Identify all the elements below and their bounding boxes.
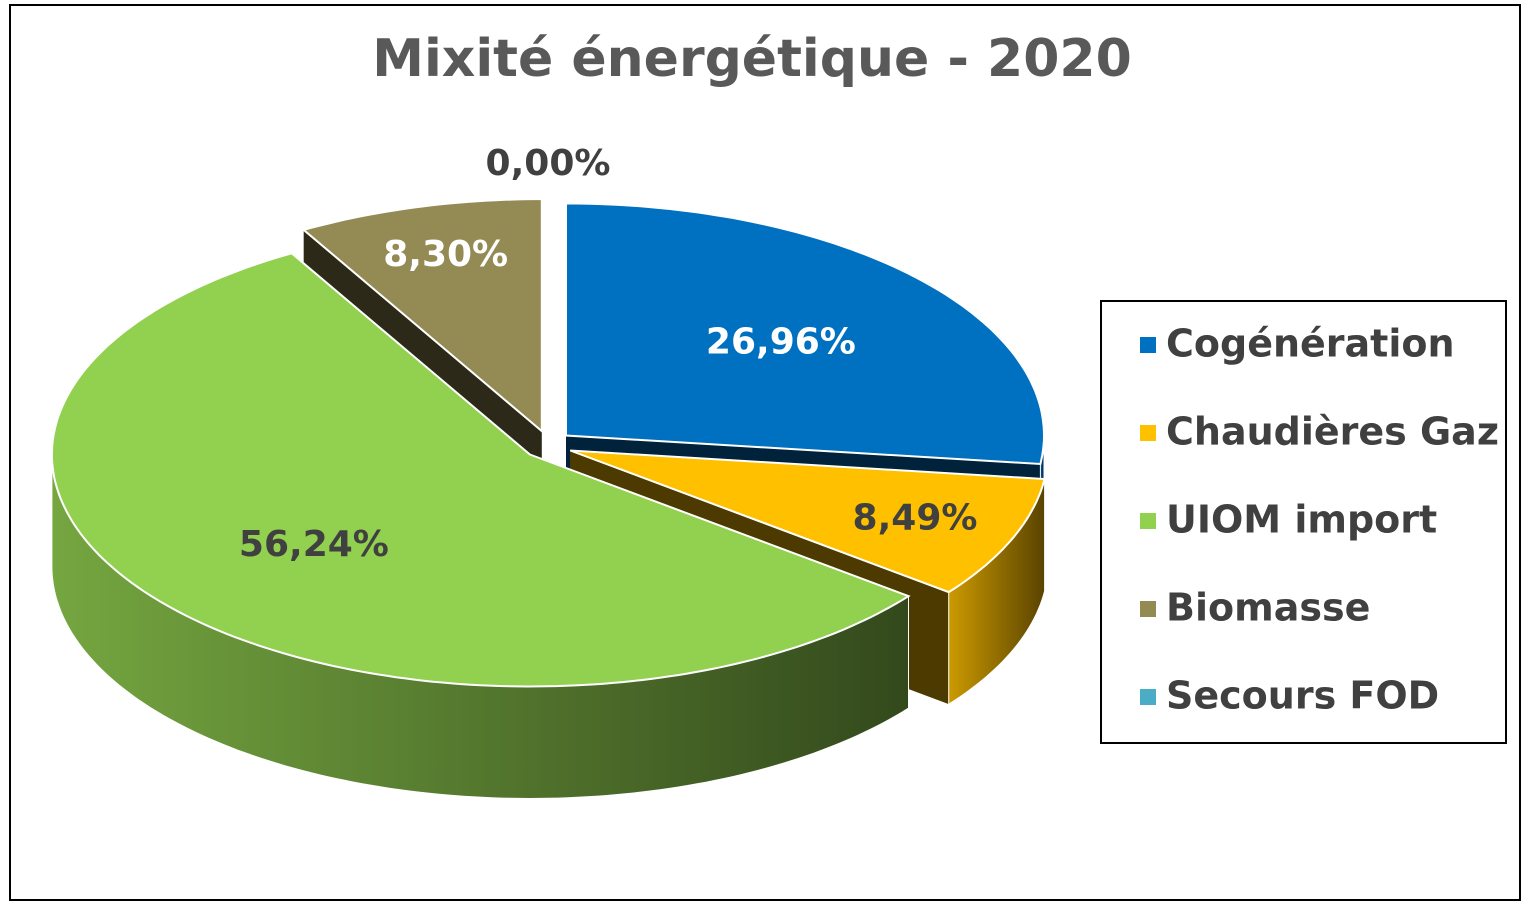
legend-swatch	[1140, 689, 1156, 705]
data-label: 26,96%	[706, 321, 856, 362]
legend-label: Chaudières Gaz	[1166, 410, 1499, 454]
legend-label: Biomasse	[1166, 586, 1370, 630]
data-label: 56,24%	[239, 524, 389, 565]
slice	[565, 202, 1046, 466]
legend-swatch	[1140, 337, 1156, 353]
legend-box	[1100, 300, 1507, 744]
slice	[301, 198, 543, 434]
slice	[50, 252, 911, 688]
legend-label: Secours FOD	[1166, 674, 1439, 718]
legend: Cogénération Chaudières Gaz UIOM import Bio…	[1140, 322, 1499, 718]
slice	[569, 449, 1046, 594]
chart-title: Mixité énergétique - 2020	[372, 29, 1132, 89]
data-label: 8,49%	[853, 497, 978, 538]
data-label: 8,30%	[383, 234, 508, 275]
data-label: 0,00%	[486, 143, 611, 184]
legend-swatch	[1140, 425, 1156, 441]
pie-tops	[50, 198, 1046, 688]
legend-label: Cogénération	[1166, 322, 1455, 366]
legend-swatch	[1140, 513, 1156, 529]
legend-swatch	[1140, 601, 1156, 617]
legend-label: UIOM import	[1166, 498, 1437, 542]
pie-labels: 26,96% 8,49% 56,24% 8,30% 0,00%	[239, 143, 978, 565]
